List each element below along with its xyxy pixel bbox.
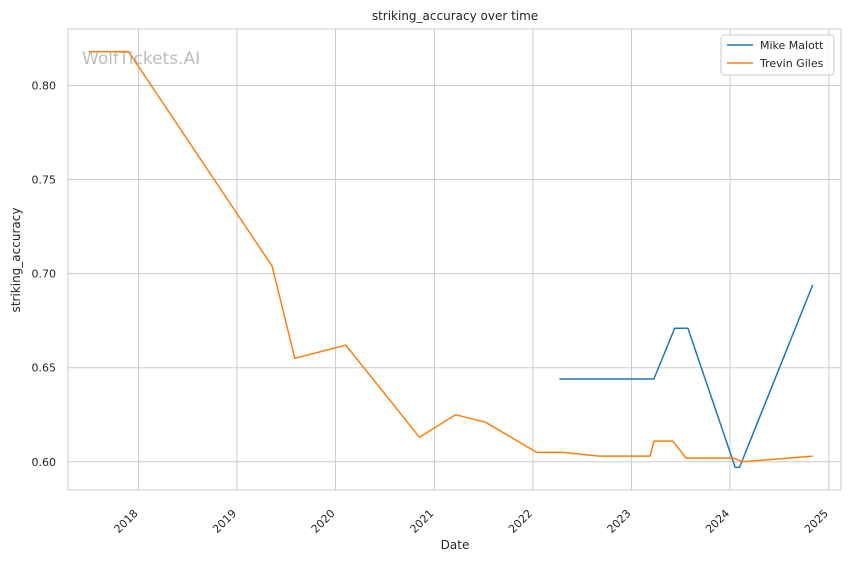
y-tick-label: 0.65 <box>32 362 57 375</box>
chart-title: striking_accuracy over time <box>372 9 538 23</box>
series-lines <box>88 50 814 469</box>
x-tick-label: 2019 <box>210 507 239 536</box>
x-tick-label: 2024 <box>703 507 732 536</box>
y-axis-label: striking_accuracy <box>9 208 23 313</box>
legend-label-trevin-giles: Trevin Giles <box>759 57 824 70</box>
y-axis-ticks: 0.60 0.65 0.70 0.75 0.80 <box>32 79 57 468</box>
legend-label-mike-malott: Mike Malott <box>760 39 824 52</box>
x-tick-label: 2018 <box>112 507 141 536</box>
y-tick-label: 0.75 <box>32 174 57 187</box>
x-axis-ticks: 2018 2019 2020 2021 2022 2023 2024 2025 <box>112 507 831 536</box>
x-tick-label: 2023 <box>605 507 634 536</box>
legend: Mike Malott Trevin Giles <box>720 34 835 76</box>
series-line-trevin-giles <box>88 50 813 463</box>
x-tick-label: 2021 <box>408 507 437 536</box>
x-tick-label: 2020 <box>309 507 338 536</box>
y-tick-label: 0.60 <box>32 456 57 469</box>
watermark: WolfTickets.AI <box>82 49 200 69</box>
grid-lines <box>68 29 841 490</box>
x-axis-label: Date <box>441 538 470 552</box>
y-tick-label: 0.70 <box>32 268 57 281</box>
x-tick-label: 2025 <box>802 507 831 536</box>
plot-area <box>67 28 842 491</box>
series-line-mike-malott <box>559 284 814 469</box>
x-tick-label: 2022 <box>506 507 535 536</box>
y-tick-label: 0.80 <box>32 79 57 92</box>
